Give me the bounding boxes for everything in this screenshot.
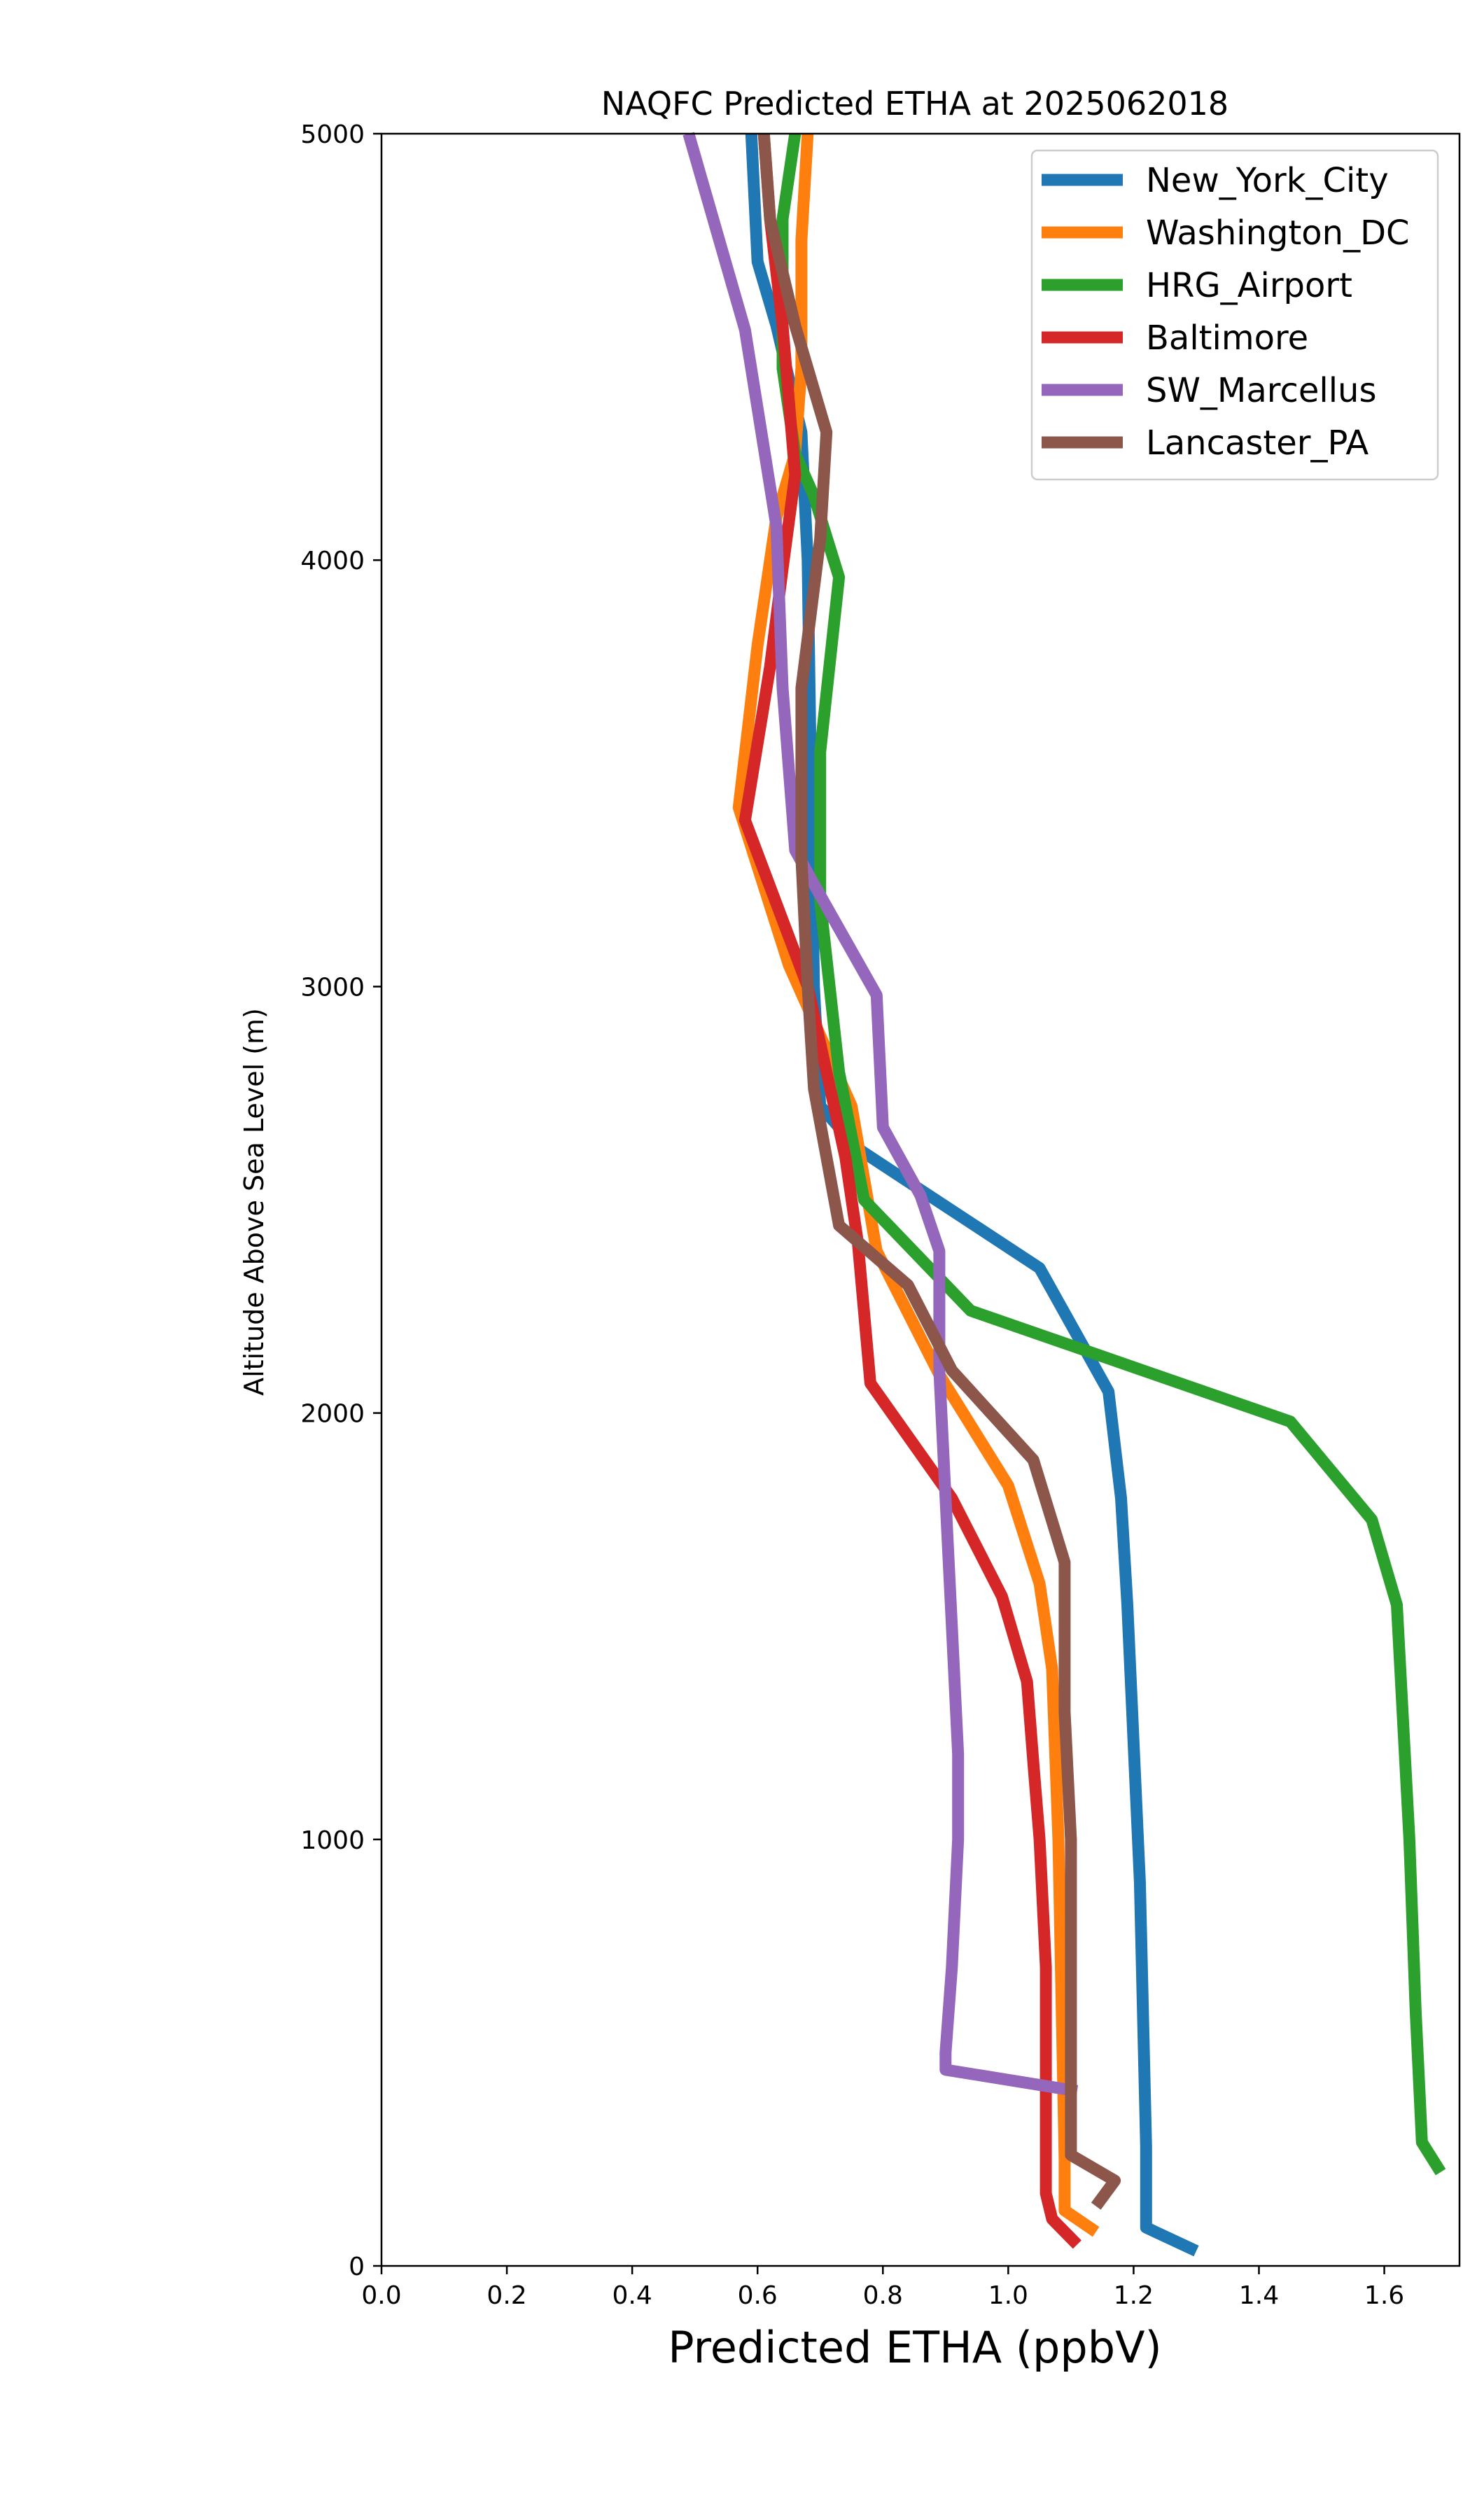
legend-label: New_York_City (1146, 161, 1389, 200)
x-tick-label: 0.2 (486, 2281, 526, 2310)
legend-label: Washington_DC (1146, 214, 1410, 253)
series-lines (682, 132, 1446, 2257)
y-tick-label: 0 (349, 2253, 365, 2281)
x-tick-label: 1.2 (1114, 2281, 1154, 2310)
chart-title: NAQFC Predicted ETHA at 2025062018 (601, 85, 1228, 122)
x-tick-label: 0.4 (612, 2281, 652, 2310)
legend: New_York_City Washington_DC HRG_Airport Bal… (1030, 149, 1439, 481)
plot-frame (380, 132, 1461, 2267)
y-axis-label: Altitude Above Sea Level (m) (239, 1008, 270, 1396)
x-tick-label: 0.6 (738, 2281, 778, 2310)
x-tick-label: 0.0 (361, 2281, 401, 2310)
legend-label: SW_Marcellus (1146, 371, 1376, 410)
x-tick-label: 1.6 (1364, 2281, 1404, 2310)
series-line-lancaster-pa (757, 133, 1121, 2210)
legend-box (1030, 149, 1439, 481)
series-line-sw-marcellus (682, 132, 1079, 2097)
y-tick-label: 3000 (300, 973, 365, 1002)
x-axis: 0.0 0.2 0.4 0.6 0.8 1.0 1.2 1.4 1.6 (361, 2266, 1404, 2310)
y-tick-label: 5000 (300, 120, 365, 149)
series-line-baltimore (738, 133, 1082, 2249)
x-axis-label: Predicted ETHA (ppbV) (668, 2322, 1161, 2373)
y-axis: 0 1000 2000 3000 4000 5000 (300, 120, 382, 2281)
legend-label: Baltimore (1146, 318, 1308, 358)
x-tick-label: 1.4 (1239, 2281, 1279, 2310)
x-tick-label: 1.0 (988, 2281, 1028, 2310)
y-tick-label: 2000 (300, 1400, 365, 1429)
legend-label: HRG_Airport (1146, 266, 1352, 305)
y-tick-label: 1000 (300, 1826, 365, 1855)
x-tick-label: 0.8 (863, 2281, 903, 2310)
legend-label: Lancaster_PA (1146, 424, 1368, 463)
y-tick-label: 4000 (300, 547, 365, 575)
